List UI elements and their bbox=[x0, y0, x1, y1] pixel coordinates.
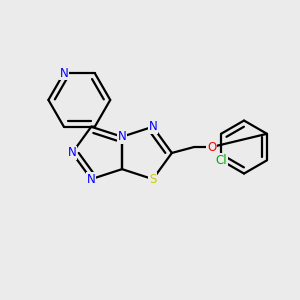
Text: O: O bbox=[207, 141, 216, 154]
Text: N: N bbox=[68, 146, 76, 159]
Text: N: N bbox=[59, 67, 68, 80]
Text: N: N bbox=[148, 120, 157, 133]
Text: S: S bbox=[149, 172, 157, 186]
Text: Cl: Cl bbox=[215, 154, 227, 167]
Text: N: N bbox=[87, 172, 96, 186]
Text: N: N bbox=[118, 130, 126, 143]
